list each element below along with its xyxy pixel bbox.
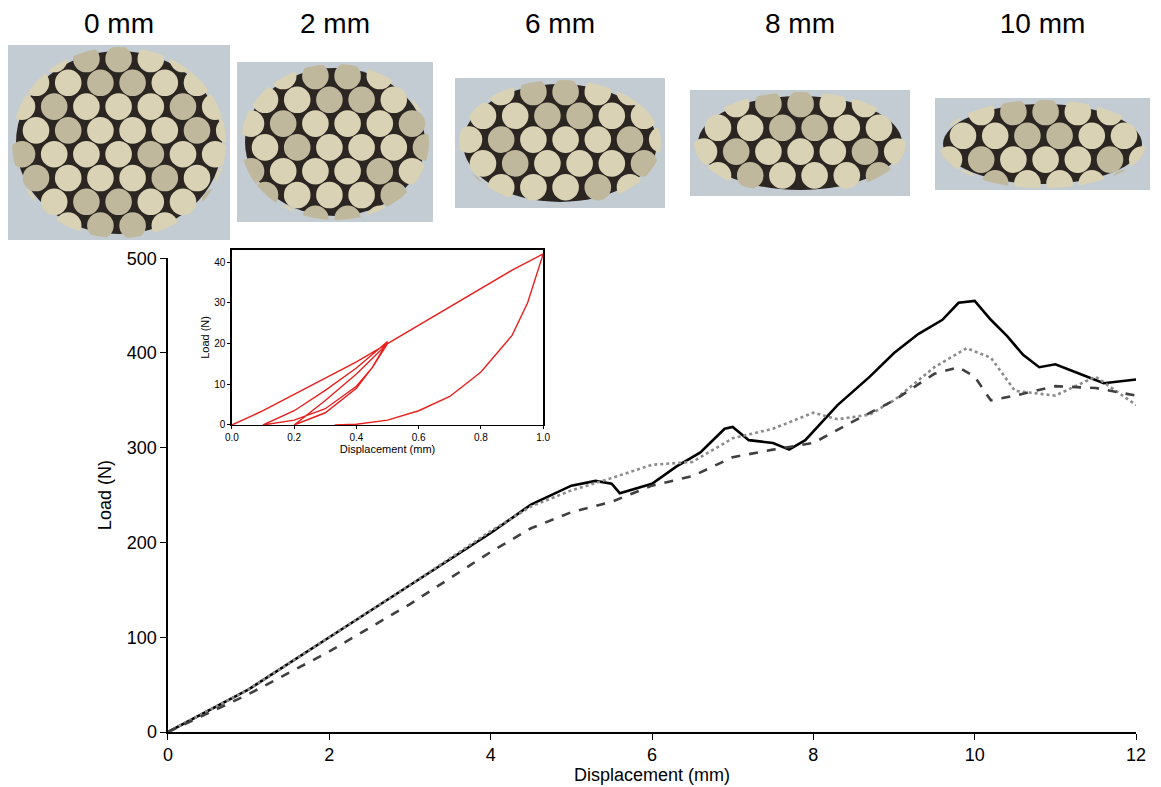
svg-text:Load (N): Load (N): [95, 460, 115, 530]
svg-text:Load (N): Load (N): [199, 316, 211, 359]
svg-text:0: 0: [147, 722, 157, 742]
svg-text:0.6: 0.6: [412, 432, 426, 443]
svg-text:40: 40: [214, 257, 226, 268]
svg-text:20: 20: [214, 338, 226, 349]
svg-text:12: 12: [1126, 745, 1146, 765]
svg-text:6: 6: [647, 745, 657, 765]
svg-text:10: 10: [965, 745, 985, 765]
svg-text:30: 30: [214, 297, 226, 308]
svg-text:500: 500: [127, 249, 157, 269]
svg-text:300: 300: [127, 438, 157, 458]
svg-text:0.2: 0.2: [287, 432, 301, 443]
svg-text:2: 2: [324, 745, 334, 765]
svg-text:10: 10: [214, 379, 226, 390]
svg-text:400: 400: [127, 343, 157, 363]
svg-text:4: 4: [486, 745, 496, 765]
svg-text:0.0: 0.0: [225, 432, 239, 443]
svg-text:8: 8: [808, 745, 818, 765]
svg-text:Displacement (mm): Displacement (mm): [574, 765, 730, 785]
svg-text:200: 200: [127, 533, 157, 553]
html-text:0 mm: 0 mm: [84, 8, 154, 39]
svg-text:100: 100: [127, 628, 157, 648]
svg-text:1.0: 1.0: [536, 432, 550, 443]
html-text:10 mm: 10 mm: [999, 8, 1086, 39]
html-text:8 mm: 8 mm: [765, 8, 835, 39]
svg-text:Displacement (mm): Displacement (mm): [340, 443, 435, 455]
html-text:2 mm: 2 mm: [300, 8, 370, 39]
svg-text:0.4: 0.4: [349, 432, 363, 443]
svg-text:0.8: 0.8: [474, 432, 488, 443]
svg-text:0: 0: [163, 745, 173, 765]
html-text:6 mm: 6 mm: [525, 8, 595, 39]
svg-text:0: 0: [220, 419, 226, 430]
